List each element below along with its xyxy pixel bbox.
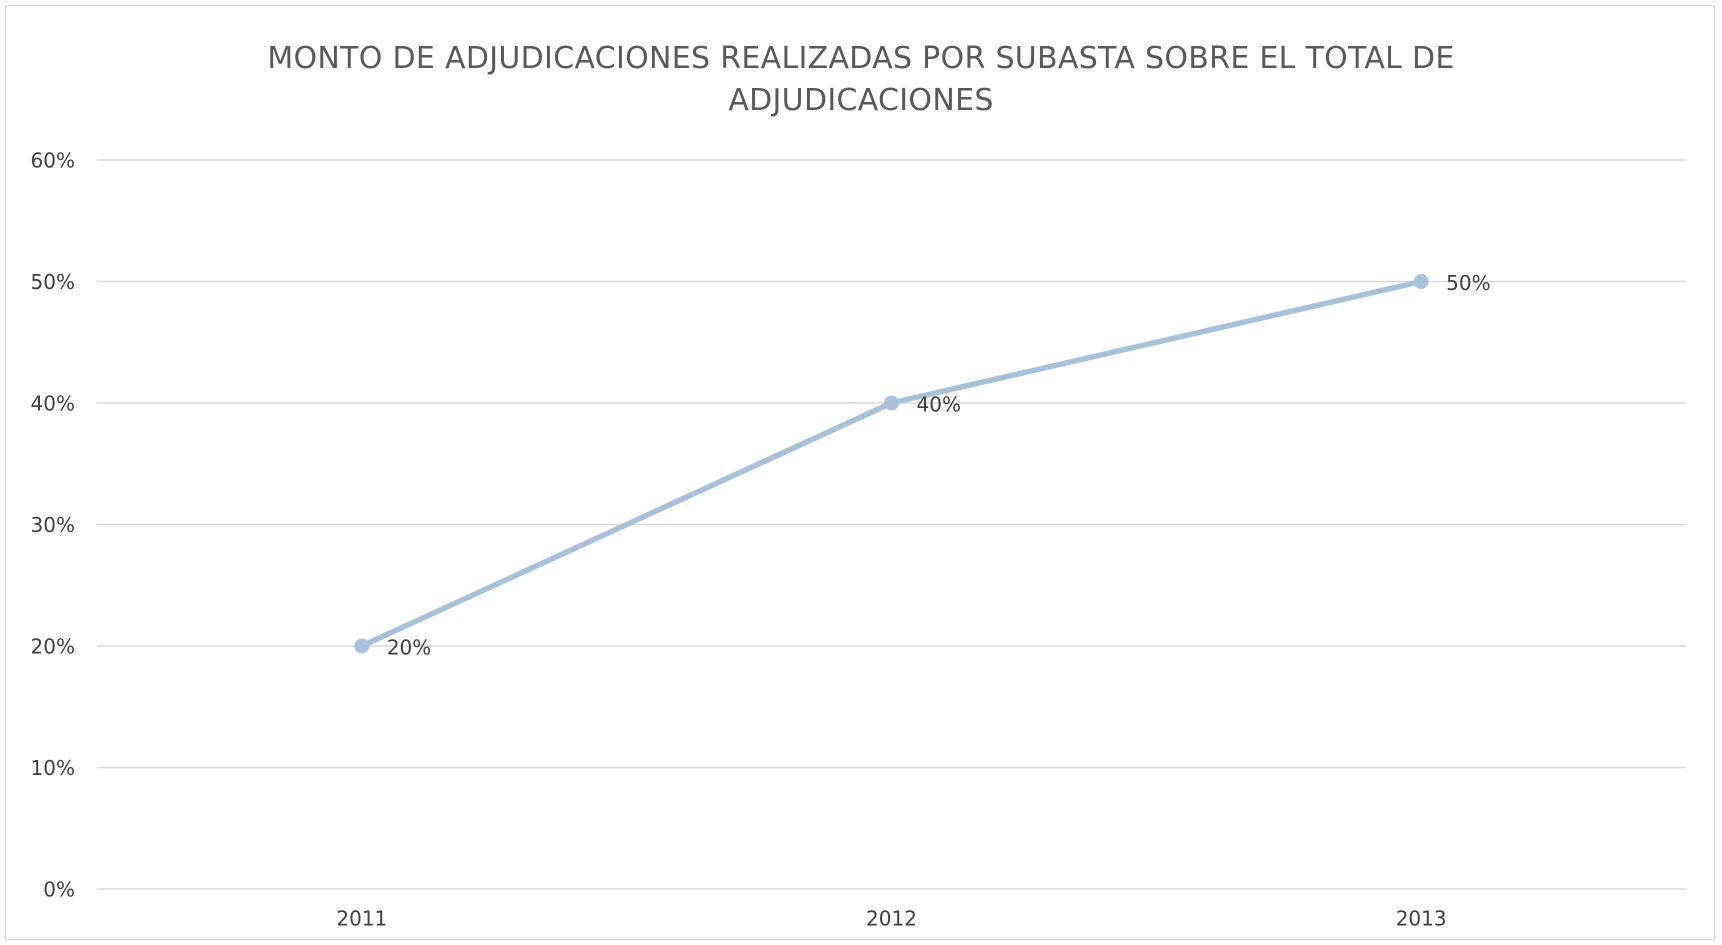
data-label: 20%	[387, 636, 431, 660]
y-tick-label: 20%	[31, 635, 75, 659]
y-tick-label: 10%	[31, 756, 75, 780]
y-tick-label: 30%	[31, 513, 75, 537]
y-tick-label: 0%	[43, 878, 75, 902]
chart-title: MONTO DE ADJUDICACIONES REALIZADAS POR S…	[267, 41, 1455, 118]
x-tick-label: 2013	[1396, 907, 1447, 931]
line	[359, 278, 1424, 649]
marker	[1413, 274, 1429, 289]
x-tick-label: 2011	[336, 907, 387, 931]
y-tick-label: 60%	[31, 149, 75, 173]
y-tick-label: 50%	[31, 270, 75, 294]
data-label: 40%	[917, 393, 961, 417]
marker	[354, 638, 370, 654]
marker	[884, 395, 899, 411]
data-label: 50%	[1446, 271, 1490, 295]
chart-frame	[5, 5, 1715, 940]
x-tick-label: 2012	[866, 907, 917, 931]
y-tick-label: 40%	[31, 392, 75, 416]
